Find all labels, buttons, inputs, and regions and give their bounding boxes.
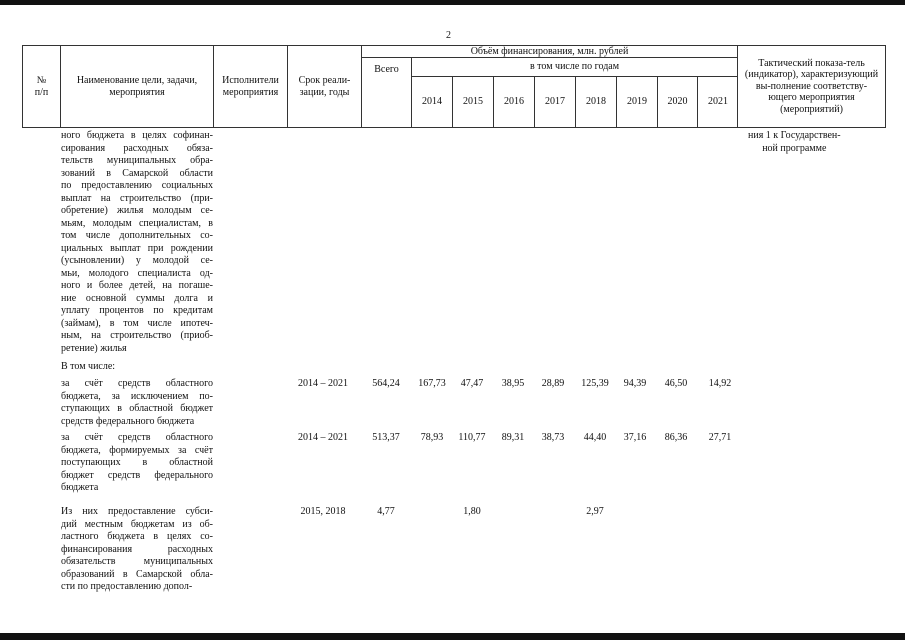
row-year-2015: 1,80 [463, 506, 481, 517]
header-by-years: в том числе по годам [411, 57, 738, 77]
text-line: бюджета, за исключением по- [61, 390, 213, 402]
including-label: В том числе: [61, 361, 116, 372]
row-year-2015: 47,47 [460, 378, 484, 389]
row-period: 2014 – 2021 [298, 432, 348, 443]
header-executors: Исполнители мероприятия [213, 45, 288, 128]
row-description: за счёт средств областного бюджета, форми… [61, 432, 213, 495]
text-line: средств федерального бюджета [61, 415, 195, 427]
row-period: 2015, 2018 [300, 506, 346, 517]
row-description: за счёт средств областного бюджета, за ис… [61, 378, 213, 428]
header-period: Срок реали-зации, годы [287, 45, 362, 128]
text-line: ной программе [762, 142, 827, 154]
scan-border-top [0, 0, 905, 5]
row-total: 564,24 [372, 378, 400, 389]
row-year-2018: 125,39 [581, 378, 609, 389]
page-number: 2 [446, 30, 451, 41]
text-line: мьям, молодым специалистам, в [61, 217, 213, 229]
row-year-2021: 27,71 [708, 432, 732, 443]
header-num: № п/п [22, 45, 61, 128]
text-line: обязательств муниципальных [61, 556, 213, 567]
text-line: уплату процентов по кредитам [61, 305, 213, 316]
continuation-description: ного бюджета в целях софинан-сирования р… [61, 130, 213, 355]
text-line: финансирования расходных [61, 543, 213, 555]
header-year-2018: 2018 [575, 76, 617, 128]
text-line: дий местным бюджетам из об- [61, 518, 213, 530]
text-line: бюджет средств федерального [61, 469, 213, 481]
scan-border-bottom [0, 633, 905, 640]
text-line: зований в Самарской области [61, 167, 213, 179]
row-year-2019: 37,16 [623, 432, 647, 443]
text-line: ния 1 к Государствен- [748, 130, 841, 141]
text-line: ние основной суммы долга и [61, 292, 213, 304]
text-line: циальных выплат при рождении [61, 242, 213, 254]
row-description: Из них предоставление субси-дий местным … [61, 506, 213, 594]
row-year-2014: 167,73 [418, 378, 446, 389]
text-line: (усыновлении) у молодой се- [61, 255, 213, 266]
row-year-2017: 38,73 [541, 432, 565, 443]
text-line: ретение) жилья [61, 342, 127, 354]
text-line: ным, на строительство (приоб- [61, 330, 213, 341]
header-year-2021: 2021 [697, 76, 739, 128]
header-total: Всего [361, 57, 412, 128]
row-year-2020: 46,50 [664, 378, 688, 389]
row-year-2016: 89,31 [501, 432, 525, 443]
text-line: мьи, молодого специалиста од- [61, 267, 213, 279]
row-year-2017: 28,89 [541, 378, 565, 389]
text-line: сти по предоставлению допол- [61, 581, 193, 592]
row-period: 2014 – 2021 [298, 378, 348, 389]
text-line: ступающих в областной бюджет [61, 403, 213, 414]
header-year-2015: 2015 [452, 76, 494, 128]
row-year-2014: 78,93 [420, 432, 444, 443]
text-line: ластного бюджета в целях со- [61, 531, 213, 542]
row-year-2018: 2,97 [586, 506, 604, 517]
header-year-2014: 2014 [411, 76, 453, 128]
text-line: за счёт средств областного [61, 432, 213, 443]
text-line: ного бюджета в целях софинан- [61, 130, 213, 141]
header-year-2020: 2020 [657, 76, 698, 128]
text-line: (займам), в том числе ипотеч- [61, 317, 213, 329]
row-year-2016: 38,95 [501, 378, 525, 389]
header-year-2016: 2016 [493, 76, 535, 128]
text-line: бюджета [61, 482, 99, 493]
text-line: обретение) жилья молодым се- [61, 205, 213, 216]
row-year-2020: 86,36 [664, 432, 688, 443]
text-line: тельств муниципальных обра- [61, 155, 213, 166]
text-line: выплат на строительство (при- [61, 192, 213, 204]
header-year-2017: 2017 [534, 76, 576, 128]
header-year-2019: 2019 [616, 76, 658, 128]
header-name: Наименование цели, задачи, мероприятия [60, 45, 214, 128]
text-line: ного и более детей, на погаше- [61, 280, 213, 291]
row-total: 4,77 [377, 506, 395, 517]
row-year-2021: 14,92 [708, 378, 732, 389]
text-line: по предоставлению социальных [61, 180, 213, 191]
text-line: Из них предоставление субси- [61, 506, 213, 517]
text-line: том числе дополнительных со- [61, 230, 213, 241]
text-line: сирования расходных обяза- [61, 142, 213, 154]
row-year-2015: 110,77 [458, 432, 486, 443]
text-line: бюджета, формируемых за счёт [61, 444, 213, 456]
row-total: 513,37 [372, 432, 400, 443]
continuation-indicator: ния 1 к Государствен-ной программе [748, 130, 841, 155]
header-indicator: Тактический показа-тель (индикатор), хар… [737, 45, 886, 128]
row-year-2018: 44,40 [583, 432, 607, 443]
text-line: образований в Самарской обла- [61, 568, 213, 580]
row-year-2019: 94,39 [623, 378, 647, 389]
text-line: поступающих в областной [61, 457, 213, 468]
text-line: за счёт средств областного [61, 378, 213, 389]
